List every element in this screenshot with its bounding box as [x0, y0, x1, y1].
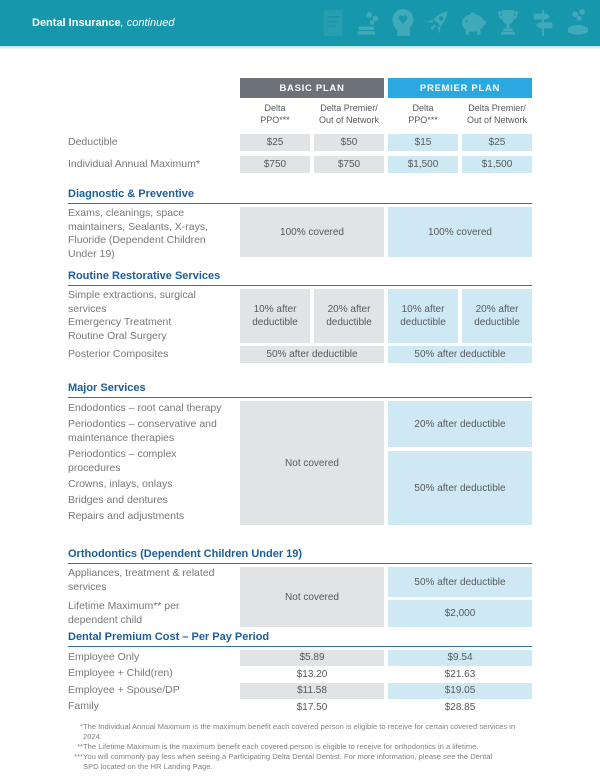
row-label: Repairs and adjustments — [68, 510, 185, 523]
cell-premier: $21.63 — [444, 668, 476, 680]
row-label: Deductible — [68, 135, 118, 148]
cell-value: $50 — [314, 134, 384, 151]
section-title-diagnostic: Diagnostic & Preventive — [68, 188, 532, 204]
cell-value: 20% after deductible — [462, 289, 532, 343]
row-label: Posterior Composites — [68, 347, 169, 360]
section-ortho: Appliances, treatment & related services… — [68, 567, 532, 627]
basic-plan-header: BASIC PLAN — [240, 78, 384, 98]
document-icon — [319, 5, 347, 41]
hand-coins-icon — [564, 5, 592, 41]
footnote: ** The Lifetime Maximum is the maximum b… — [77, 742, 479, 752]
row-label: Emergency Treatment — [68, 316, 172, 329]
cell-value: 10% after deductible — [240, 289, 310, 343]
column-header-premier-oon: Delta Premier/Out of Network — [466, 103, 528, 125]
page-header-bar: Dental Insurance, continued — [0, 0, 600, 46]
row-label: Bridges and dentures — [68, 493, 168, 506]
footnotes: * The Individual Annual Maximum is the m… — [68, 722, 532, 772]
cell-premier: 100% covered — [388, 207, 532, 257]
table-row-employee-spouse: Employee + Spouse/DP $11.58 $19.05 — [68, 683, 532, 699]
coins-icon — [354, 5, 382, 41]
row-label: Individual Annual Maximum* — [68, 157, 200, 170]
cell-premier: $19.05 — [388, 683, 532, 699]
cell-value: $750 — [240, 156, 310, 173]
column-header-row: Delta PPO*** Delta Premier/Out of Network… — [68, 98, 532, 129]
cell-basic: $11.58 — [240, 683, 384, 699]
row-label: Routine Oral Surgery — [68, 329, 167, 342]
cell-premier: 50% after deductible — [388, 346, 532, 363]
row-label: Periodontics – conservative and maintena… — [68, 418, 217, 444]
section-title-premium: Dental Premium Cost – Per Pay Period — [68, 631, 532, 647]
row-label: Employee + Spouse/DP — [68, 683, 180, 696]
cell-basic: $5.89 — [240, 650, 384, 666]
row-label: Appliances, treatment & related services — [68, 567, 215, 593]
row-label: Crowns, inlays, onlays — [68, 477, 173, 490]
footnote: * The Individual Annual Maximum is the m… — [80, 722, 516, 742]
section-title-ortho: Orthodontics (Dependent Children Under 1… — [68, 548, 532, 564]
table-row-posterior-composites: Posterior Composites 50% after deductibl… — [68, 346, 532, 363]
cell-premier: $28.85 — [444, 701, 476, 713]
cell-premier: $9.54 — [388, 650, 532, 666]
trophy-icon — [494, 5, 522, 41]
benefits-table: BASIC PLAN PREMIER PLAN Delta PPO*** Delt… — [68, 78, 532, 776]
page-title: Dental Insurance, continued — [32, 17, 174, 29]
row-labels: Endodontics – root canal therapy Periodo… — [68, 401, 236, 525]
cell-value: $25 — [240, 134, 310, 151]
cell-value: $1,500 — [462, 156, 532, 173]
piggy-bank-icon — [459, 5, 487, 41]
page-title-bold: Dental Insurance — [32, 17, 121, 29]
row-label: Employee + Child(ren) — [68, 667, 173, 680]
cell-basic: $17.50 — [296, 701, 328, 713]
table-row-employee-only: Employee Only $5.89 $9.54 — [68, 650, 532, 666]
cell-basic-not-covered: Not covered — [240, 567, 384, 627]
head-heart-icon — [389, 5, 417, 41]
section-title-routine: Routine Restorative Services — [68, 270, 532, 286]
table-row-annual-maximum: Individual Annual Maximum* $750 $750 $1,… — [68, 156, 532, 173]
section-routine: Simple extractions, surgical services Em… — [68, 289, 532, 343]
cell-value: $15 — [388, 134, 458, 151]
table-row-deductible: Deductible $25 $50 $15 $25 — [68, 134, 532, 151]
cell-basic-not-covered: Not covered — [240, 401, 384, 525]
cell-value: $25 — [462, 134, 532, 151]
cell-premier-lifetime-max: $2,000 — [388, 600, 532, 627]
row-labels: Simple extractions, surgical services Em… — [68, 289, 236, 343]
section-major: Endodontics – root canal therapy Periodo… — [68, 401, 532, 525]
cell-value: $1,500 — [388, 156, 458, 173]
table-row-family: Family $17.50 $28.85 — [68, 700, 532, 716]
row-label: Exams, cleanings, space maintainers, Sea… — [68, 207, 209, 260]
signpost-icon — [529, 5, 557, 41]
page-title-italic: , continued — [120, 17, 175, 29]
banner-bottom-strip — [0, 46, 600, 49]
row-label: Endodontics – root canal therapy — [68, 402, 222, 415]
column-header-basic-oon: Delta Premier/Out of Network — [318, 103, 380, 125]
premier-plan-header: PREMIER PLAN — [388, 78, 532, 98]
row-label: Employee Only — [68, 650, 140, 663]
rocket-icon — [424, 5, 452, 41]
cell-value: $750 — [314, 156, 384, 173]
section-title-major: Major Services — [68, 382, 532, 398]
table-row-employee-children: Employee + Child(ren) $13.20 $21.63 — [68, 667, 532, 683]
row-label: Periodontics – complex procedures — [68, 448, 177, 474]
footnote: *** You will commonly pay less when seei… — [74, 752, 493, 772]
row-label: Simple extractions, surgical services — [68, 289, 196, 315]
cell-basic: 100% covered — [240, 207, 384, 257]
column-header-basic-ppo: Delta PPO*** — [260, 103, 290, 125]
cell-value: 10% after deductible — [388, 289, 458, 343]
cell-value: 20% after deductible — [314, 289, 384, 343]
cell-basic: 50% after deductible — [240, 346, 384, 363]
cell-premier-bottom: 50% after deductible — [388, 451, 532, 525]
cell-basic: $13.20 — [296, 668, 328, 680]
row-label: Lifetime Maximum** per dependent child — [68, 600, 180, 626]
row-label: Family — [68, 700, 99, 713]
column-header-premier-ppo: Delta PPO*** — [408, 103, 438, 125]
plan-header-row: BASIC PLAN PREMIER PLAN — [68, 78, 532, 98]
cell-premier-appliances: 50% after deductible — [388, 567, 532, 597]
cell-premier-top: 20% after deductible — [388, 401, 532, 447]
banner-watermark-icons — [319, 5, 592, 41]
section-diagnostic: Exams, cleanings, space maintainers, Sea… — [68, 207, 532, 260]
